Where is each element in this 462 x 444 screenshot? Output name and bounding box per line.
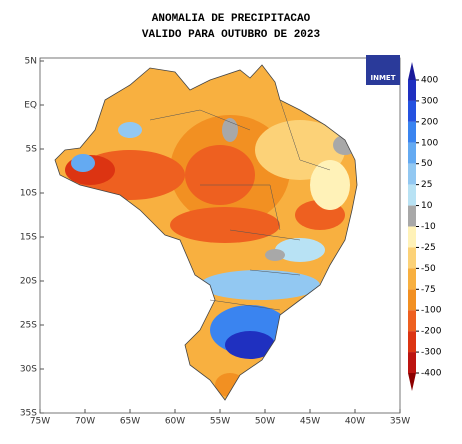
subtitle: VALIDO PARA OUTUBRO DE 2023: [142, 29, 321, 41]
colorbar-segment: [408, 184, 416, 206]
lon-label: 70W: [75, 417, 95, 427]
colorbar-segment: [408, 80, 416, 101]
lat-label: 20S: [20, 277, 37, 287]
colorbar-label: -10: [421, 222, 436, 232]
colorbar-label: -100: [421, 306, 442, 316]
lat-label: 15S: [20, 233, 37, 243]
logo: [366, 55, 400, 85]
colorbar-segment: [408, 226, 416, 248]
lon-label: 40W: [345, 417, 365, 427]
lat-label: 30S: [20, 365, 37, 375]
colorbar-label: 10: [421, 201, 433, 211]
lon-label: 60W: [165, 417, 185, 427]
colorbar-segment: [408, 142, 416, 164]
state-borders: [149, 99, 331, 311]
colorbar-label: 400: [421, 76, 438, 86]
logo-text: INMET: [371, 74, 396, 82]
colorbar-label: -200: [421, 327, 442, 337]
colorbar-label: 100: [421, 138, 438, 148]
colorbar-segment: [408, 352, 416, 373]
colorbar-segment: [408, 205, 416, 227]
colorbar-segment: [408, 268, 416, 290]
lon-label: 75W: [30, 417, 50, 427]
lon-label: 50W: [255, 417, 275, 427]
colorbar-label: 50: [421, 159, 433, 169]
colorbar-label: -400: [421, 369, 442, 379]
lat-label: 25S: [20, 321, 37, 331]
colorbar-segment: [408, 163, 416, 185]
colorbar-end: [408, 62, 416, 80]
colorbar-label: 300: [421, 96, 438, 106]
colorbar-label: -75: [421, 285, 436, 295]
colorbar-label: 25: [421, 180, 432, 190]
colorbar-segment: [408, 121, 416, 143]
colorbar-label: -300: [421, 348, 442, 358]
lat-label: 5N: [25, 57, 37, 67]
colorbar-end: [408, 373, 416, 391]
colorbar-segment: [408, 331, 416, 353]
colorbar-label: -25: [421, 243, 436, 253]
lat-label: 35S: [20, 409, 37, 419]
lat-label: 5S: [26, 145, 38, 155]
colorbar-segment: [408, 310, 416, 332]
lat-label: EQ: [24, 101, 37, 111]
colorbar-label: -50: [421, 264, 436, 274]
title: ANOMALIA DE PRECIPITACAO: [152, 13, 311, 25]
lon-label: 45W: [300, 417, 320, 427]
lat-label: 10S: [20, 189, 37, 199]
colorbar-segment: [408, 289, 416, 311]
colorbar-segment: [408, 247, 416, 269]
lon-label: 65W: [120, 417, 140, 427]
country-outline: [54, 64, 358, 401]
colorbar-label: 200: [421, 117, 438, 127]
lon-label: 35W: [390, 417, 410, 427]
colorbar-segment: [408, 100, 416, 122]
lon-label: 55W: [210, 417, 230, 427]
